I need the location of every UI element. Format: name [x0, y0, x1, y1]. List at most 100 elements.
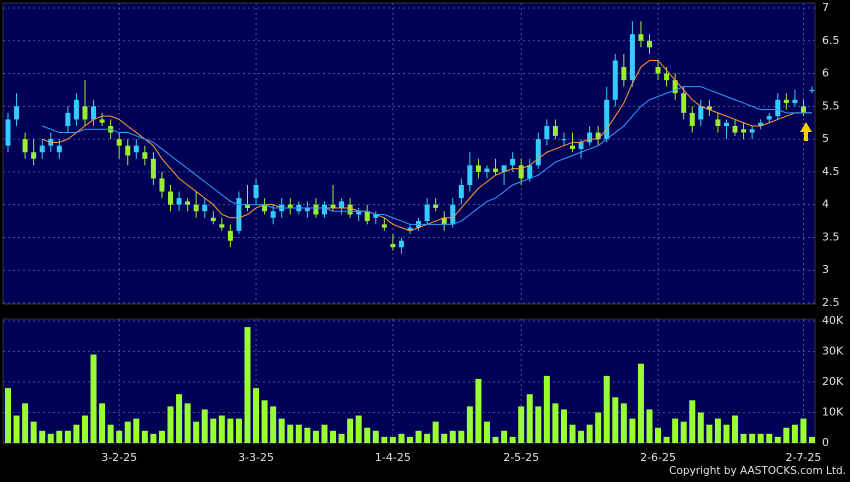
volume-bar: [441, 433, 448, 443]
candle-body: [202, 204, 208, 212]
volume-bar: [133, 418, 140, 443]
volume-bar: [372, 430, 379, 443]
candle-body: [612, 60, 618, 100]
y-tick-label: 2.5: [822, 296, 840, 309]
volume-bar: [389, 436, 396, 443]
candle-body: [493, 168, 499, 172]
volume-tick-label: 40K: [822, 314, 844, 327]
candle-body: [227, 230, 233, 241]
candle-body: [552, 126, 558, 136]
y-tick-label: 6: [822, 67, 829, 80]
candle-body: [313, 204, 319, 215]
volume-bar: [655, 427, 662, 443]
volume-bar: [680, 421, 687, 443]
volume-tick-label: 20K: [822, 375, 844, 388]
volume-bar: [244, 327, 251, 443]
candle-body: [467, 165, 473, 185]
y-tick-label: 6.5: [822, 34, 840, 47]
volume-bar: [458, 430, 465, 443]
candle-body: [219, 224, 225, 228]
volume-bar: [347, 418, 354, 443]
volume-bar: [483, 421, 490, 443]
volume-bar: [381, 436, 388, 443]
volume-bar: [227, 418, 234, 443]
volume-bar: [364, 427, 371, 443]
moving-average-line: [42, 86, 812, 225]
candle-body: [185, 201, 191, 205]
x-tick-label: 2-6-25: [640, 451, 676, 464]
candle-body: [749, 129, 755, 133]
volume-bar: [689, 400, 696, 443]
candle-body: [458, 185, 464, 199]
candle-body: [570, 145, 576, 149]
candle-body: [518, 165, 524, 179]
volume-bar: [552, 403, 559, 443]
candle-body: [595, 132, 601, 140]
candle-body: [800, 106, 806, 113]
volume-bar: [193, 421, 200, 443]
candle-body: [527, 165, 533, 179]
volume-tick-label: 10K: [822, 406, 844, 419]
candle-body: [253, 185, 259, 199]
candle-body: [621, 67, 627, 81]
candle-body: [732, 126, 738, 133]
volume-bar: [766, 433, 773, 443]
candle-body: [689, 112, 695, 126]
candle-body: [629, 34, 635, 81]
candle-body: [142, 152, 148, 159]
volume-bar: [338, 433, 345, 443]
candle-body: [390, 244, 396, 248]
candle-body: [287, 204, 293, 208]
y-tick-label: 4: [822, 198, 829, 211]
volume-bar: [809, 436, 815, 443]
y-tick-label: 4.5: [822, 165, 840, 178]
candle-body: [433, 204, 439, 208]
candle-body: [99, 119, 105, 123]
volume-bar: [526, 394, 533, 443]
candle-body: [347, 204, 353, 215]
candle-body: [210, 217, 216, 222]
volume-bar: [492, 436, 499, 443]
volume-bar: [475, 378, 482, 443]
candle-body: [646, 40, 652, 48]
candle-body: [766, 116, 772, 120]
volume-bar: [740, 433, 747, 443]
y-tick-label: 5: [822, 132, 829, 145]
volume-bar: [5, 388, 11, 443]
candle-body: [809, 89, 815, 91]
volume-bar: [732, 415, 739, 443]
volume-bar: [201, 409, 208, 443]
y-tick-label: 7: [822, 1, 829, 14]
volume-bar: [107, 424, 114, 443]
marks: [5, 21, 815, 443]
y-tick-label: 3: [822, 263, 829, 276]
candle-body: [65, 112, 71, 126]
volume-bar: [47, 433, 54, 443]
candle-body: [715, 119, 721, 126]
volume-bar: [210, 418, 217, 443]
volume-tick-label: 0: [822, 436, 829, 449]
volume-bar: [407, 436, 413, 443]
candle-body: [475, 165, 481, 172]
candle-body: [578, 142, 584, 149]
volume-bar: [278, 418, 285, 443]
volume-bar: [30, 421, 37, 443]
x-tick-label: 3-3-25: [238, 451, 274, 464]
volume-bar: [56, 430, 63, 443]
candle-body: [73, 99, 79, 120]
volume-bar: [253, 388, 260, 443]
volume-bar: [312, 430, 319, 443]
candle-body: [321, 204, 327, 215]
candle-body: [364, 211, 370, 222]
volume-bar: [184, 403, 191, 443]
copyright: Copyright by AASTOCKS.com Ltd.: [669, 465, 846, 477]
candle-body: [741, 129, 747, 133]
volume-bar: [261, 400, 268, 443]
volume-bar: [158, 430, 165, 443]
volume-bar: [432, 421, 439, 443]
volume-bar: [663, 436, 670, 443]
volume-bar: [235, 418, 242, 443]
volume-bar: [141, 430, 148, 443]
candle-body: [398, 240, 404, 248]
